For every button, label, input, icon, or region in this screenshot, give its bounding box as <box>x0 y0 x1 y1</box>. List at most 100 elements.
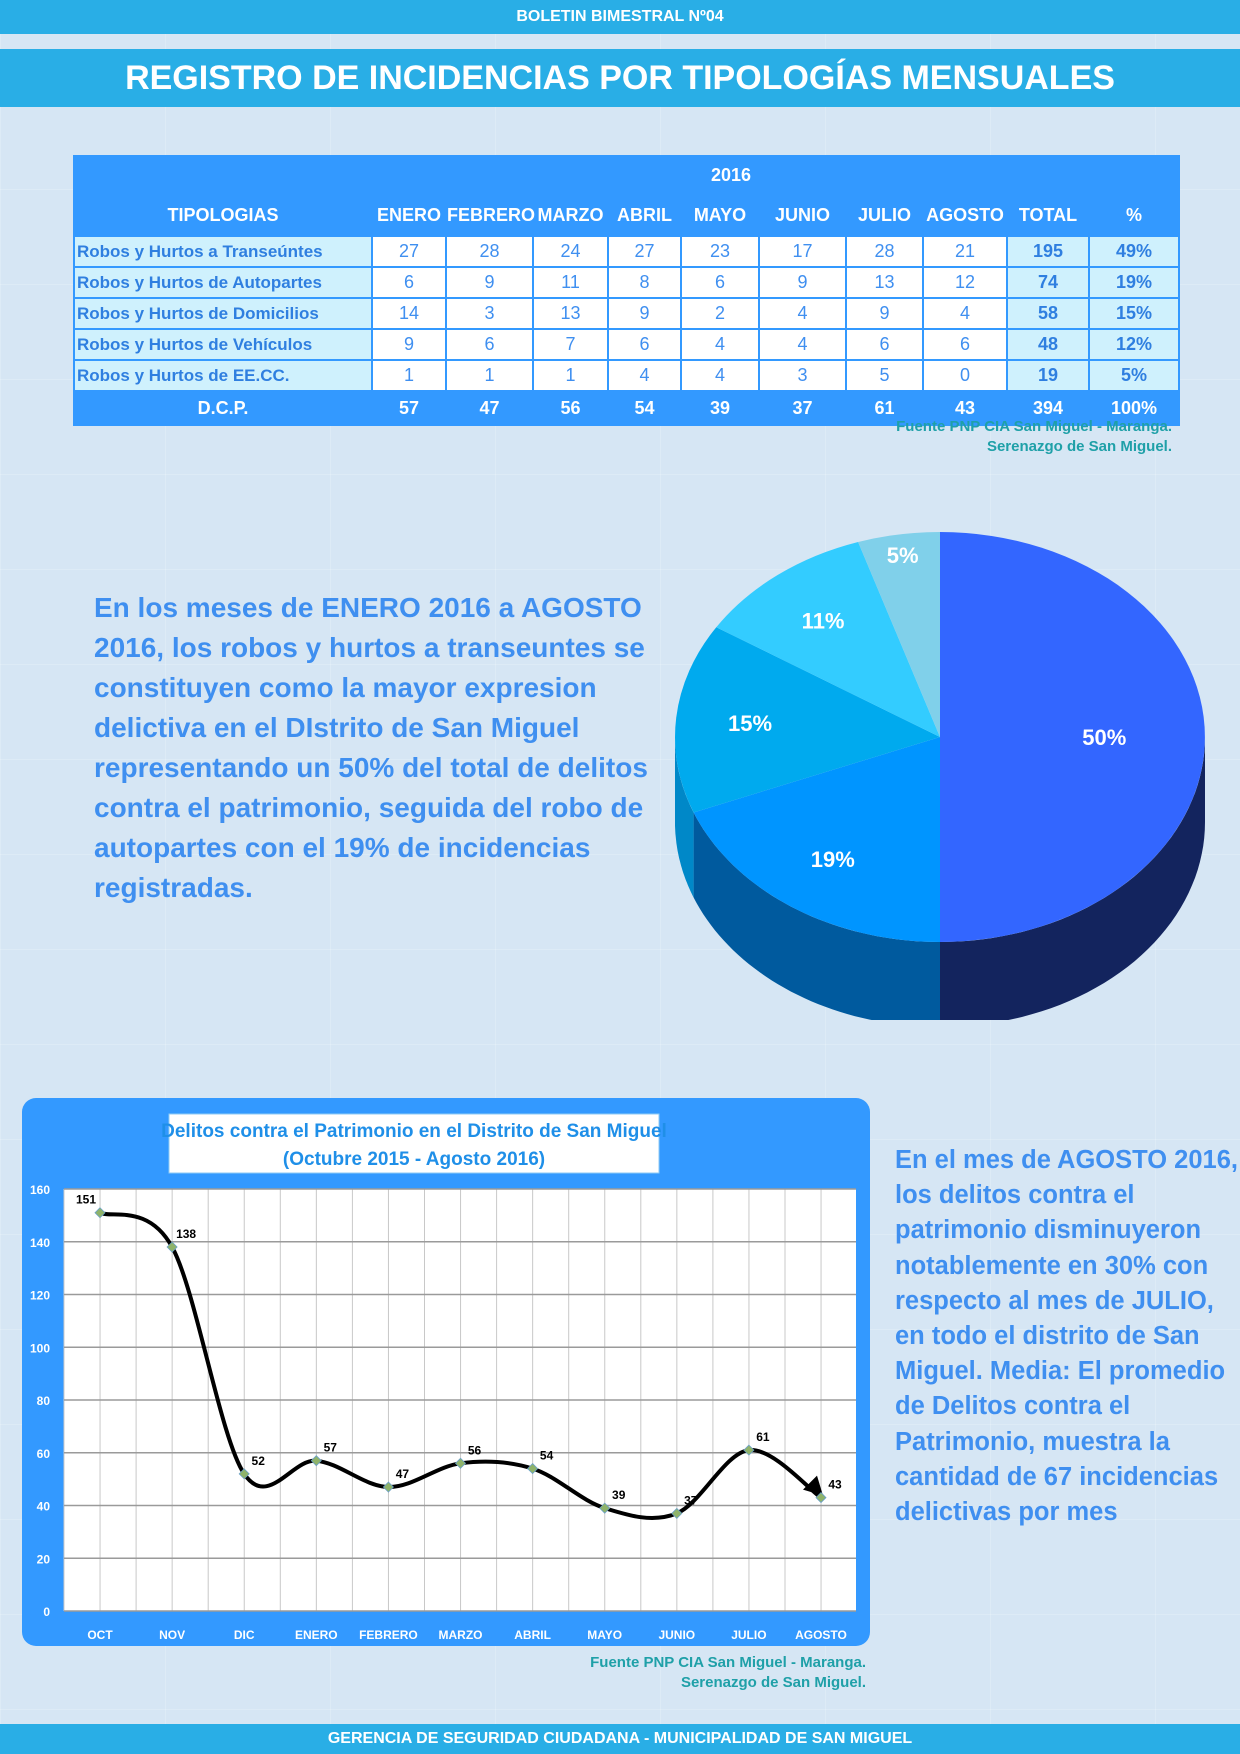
table-cell: 2 <box>680 297 760 330</box>
pie-slice-label: 15% <box>728 711 772 736</box>
chart-title-box <box>168 1113 660 1174</box>
x-tick-label: MAYO <box>587 1628 622 1642</box>
year-header-row: 2016 <box>74 155 1179 195</box>
column-header: AGOSTO <box>926 204 1004 225</box>
data-label: 151 <box>76 1193 96 1207</box>
table-cell: 3 <box>445 297 534 330</box>
totals-cell: 57 <box>371 390 447 426</box>
data-label: 138 <box>176 1227 196 1241</box>
x-tick-label: NOV <box>159 1628 185 1642</box>
table-cell: 6 <box>922 328 1009 361</box>
y-tick-label: 60 <box>37 1447 51 1461</box>
totals-cell: 47 <box>445 390 534 426</box>
y-tick-label: 0 <box>43 1605 50 1619</box>
table-cell: 4 <box>607 359 682 392</box>
table-cell: 24 <box>532 235 609 268</box>
table-cell: 4 <box>680 328 760 361</box>
column-header-row: TIPOLOGIAS ENERO FEBRERO MARZO ABRIL MAYO JUNI… <box>74 195 1179 236</box>
table-row: Robos y Hurtos de Domicilios 14 3 13 9 2 4 9 4 58… <box>73 297 1181 330</box>
table-cell: 9 <box>371 328 447 361</box>
column-header: TIPOLOGIAS <box>167 204 279 225</box>
row-percent: 5% <box>1088 359 1181 392</box>
table-cell: 27 <box>371 235 447 268</box>
x-tick-label: JUNIO <box>658 1628 695 1642</box>
table-row: Robos y Hurtos de EE.CC. 1 1 1 4 4 3 5 0 19 5% <box>73 359 1181 392</box>
series-line <box>99 1210 823 1521</box>
table-cell: 6 <box>607 328 682 361</box>
chart-subtitle: (Octubre 2015 - Agosto 2016) <box>283 1149 545 1170</box>
totals-cell: 39 <box>680 390 760 426</box>
table-cell: 9 <box>445 266 534 299</box>
y-tick-label: 80 <box>37 1394 51 1408</box>
data-point-marker <box>815 1492 827 1504</box>
data-point-marker <box>454 1457 467 1469</box>
row-label: Robos y Hurtos de EE.CC. <box>73 359 373 392</box>
table-cell: 28 <box>445 235 534 268</box>
series-arrow-head <box>803 1475 823 1496</box>
y-tick-label: 40 <box>37 1500 51 1514</box>
incidents-table-container: 2016 TIPOLOGIAS ENERO FEBRERO MARZO ABRIL MAY… <box>73 155 1181 426</box>
column-header: TOTAL <box>1018 204 1078 225</box>
row-total: 48 <box>1006 328 1091 361</box>
table-cell: 6 <box>680 266 760 299</box>
data-point-marker <box>382 1481 394 1493</box>
row-percent: 19% <box>1088 266 1181 299</box>
table-cell: 7 <box>532 328 609 361</box>
table-cell: 9 <box>845 297 925 330</box>
row-label: Robos y Hurtos de Domicilios <box>73 297 373 330</box>
source-line-1: Fuente PNP CIA San Miguel - Maranga. <box>896 418 1172 435</box>
data-point-marker <box>310 1455 322 1467</box>
data-label: 39 <box>612 1488 626 1502</box>
table-cell: 4 <box>757 328 848 361</box>
table-cell: 13 <box>532 297 609 330</box>
table-cell: 1 <box>371 359 447 392</box>
table-cell: 4 <box>922 297 1009 330</box>
row-label: Robos y Hurtos de Vehículos <box>73 328 373 361</box>
row-total: 195 <box>1006 235 1091 268</box>
source-line-2: Serenazgo de San Miguel. <box>680 1674 866 1691</box>
pie-slice-side <box>940 737 1205 1020</box>
bulletin-header: BOLETIN BIMESTRAL Nº04 <box>0 0 1240 34</box>
x-tick-label: AGOSTO <box>795 1628 847 1642</box>
page-title: REGISTRO DE INCIDENCIAS POR TIPOLOGÍAS M… <box>0 49 1240 107</box>
x-tick-label: MARZO <box>439 1628 483 1642</box>
row-percent: 49% <box>1088 235 1181 268</box>
table-cell: 4 <box>680 359 760 392</box>
totals-label: D.C.P. <box>73 390 373 426</box>
line-chart: Delitos contra el Patrimonio en el Distr… <box>30 1113 856 1642</box>
table-cell: 8 <box>607 266 682 299</box>
column-header: JULIO <box>858 204 912 225</box>
table-cell: 6 <box>845 328 925 361</box>
table-cell: 0 <box>922 359 1009 392</box>
table-cell: 17 <box>757 235 848 268</box>
data-label: 61 <box>756 1430 770 1444</box>
source-line-2: Serenazgo de San Miguel. <box>986 438 1172 455</box>
data-point-marker <box>166 1241 178 1253</box>
table-cell: 11 <box>532 266 609 299</box>
pie-slice-label: 50% <box>1082 725 1126 750</box>
x-tick-label: FEBRERO <box>359 1628 418 1642</box>
incidents-table: 2016 TIPOLOGIAS ENERO FEBRERO MARZO ABRIL MAY… <box>73 155 1181 426</box>
summary-paragraph-typologies: En los meses de ENERO 2016 a AGOSTO 2016… <box>94 592 648 903</box>
data-point-marker <box>743 1444 755 1456</box>
table-cell: 5 <box>845 359 925 392</box>
y-tick-label: 20 <box>37 1552 51 1566</box>
totals-cell: 37 <box>757 390 848 426</box>
table-cell: 13 <box>845 266 925 299</box>
table-cell: 6 <box>371 266 447 299</box>
y-tick-label: 120 <box>30 1289 50 1303</box>
summary-paragraph-august: En el mes de AGOSTO 2016, los delitos co… <box>895 1146 1238 1527</box>
source-note-table: Fuente PNP CIA San Miguel - Maranga. Ser… <box>780 417 1172 457</box>
pie-slice-side <box>693 812 940 1020</box>
data-label: 52 <box>252 1454 266 1468</box>
pie-chart: 50% 19% 15% 11% 5% <box>675 532 1205 1020</box>
x-tick-label: OCT <box>87 1628 113 1642</box>
totals-cell: 56 <box>532 390 609 426</box>
y-tick-label: 100 <box>30 1341 50 1355</box>
source-line-1: Fuente PNP CIA San Miguel - Maranga. <box>590 1654 866 1671</box>
row-total: 58 <box>1006 297 1091 330</box>
column-header: JUNIO <box>775 204 831 225</box>
pie-slice-label: 5% <box>887 543 919 568</box>
data-label: 37 <box>684 1493 698 1507</box>
table-row: Robos y Hurtos de Autopartes 6 9 11 8 6 9 13 12 7… <box>73 266 1181 299</box>
